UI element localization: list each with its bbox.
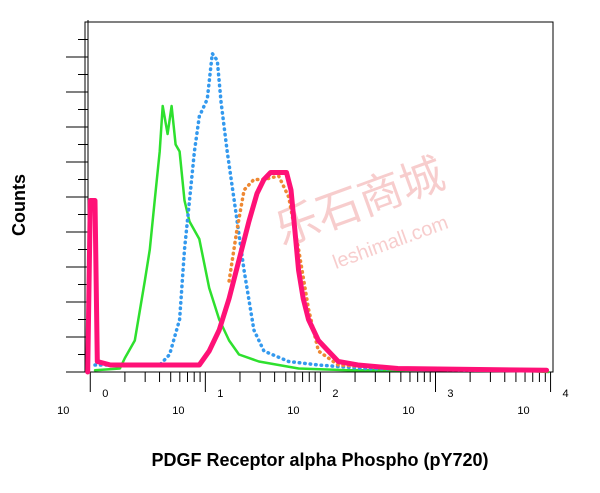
histogram-line — [93, 104, 550, 374]
x-tick-label: 10 — [517, 405, 529, 417]
x-tick-label: 10 — [287, 405, 299, 417]
x-tick-exponent: 3 — [447, 388, 453, 400]
x-tick-exponent: 2 — [332, 388, 338, 400]
x-tick-label: 10 — [57, 405, 69, 417]
x-axis-label: PDGF Receptor alpha Phospho (pY720) — [151, 450, 488, 470]
x-tick-exponent: 0 — [102, 388, 108, 400]
y-axis-label: Counts — [9, 174, 29, 236]
x-tick-label: 10 — [402, 405, 414, 417]
histogram-line — [227, 174, 549, 373]
x-tick-exponent: 4 — [562, 388, 568, 400]
histogram-line — [93, 51, 551, 373]
histogram-line — [85, 170, 550, 375]
x-tick-exponent: 1 — [217, 388, 223, 400]
x-tick-label: 10 — [172, 405, 184, 417]
